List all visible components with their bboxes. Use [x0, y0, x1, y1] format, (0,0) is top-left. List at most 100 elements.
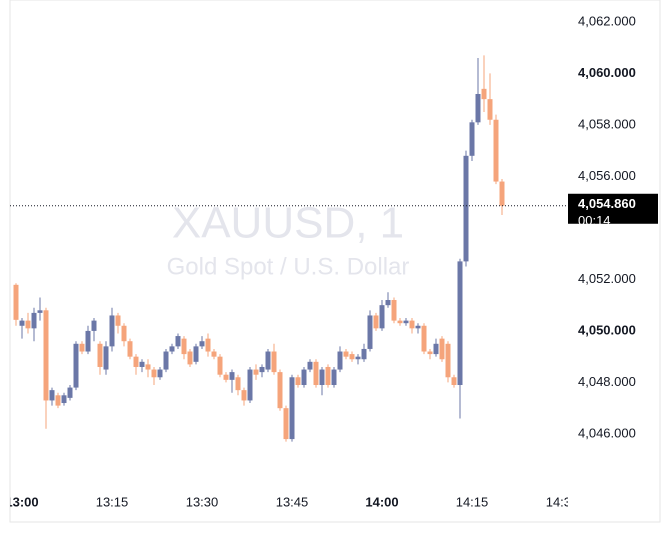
x-tick-label: 13:30 — [186, 494, 219, 509]
x-tick-label: 13:15 — [96, 494, 129, 509]
candle-body — [403, 320, 409, 324]
candle-body — [97, 343, 103, 367]
candle-body — [289, 377, 295, 440]
candle-body — [415, 325, 421, 329]
x-tick-label: 14:30 — [546, 494, 579, 509]
candle-body — [451, 377, 457, 385]
y-tick-label: 4,050.000 — [578, 322, 636, 337]
candle-body — [169, 346, 175, 352]
candle-body — [73, 343, 79, 388]
candle-body — [181, 338, 187, 355]
candle-body — [319, 369, 325, 385]
candle-body — [343, 351, 349, 357]
candle-body — [385, 300, 391, 306]
candle-body — [43, 310, 49, 401]
candle-body — [457, 261, 463, 385]
candle-body — [469, 122, 475, 156]
countdown-label: 00:14 — [578, 213, 611, 228]
candle-body — [235, 377, 241, 391]
y-tick-label: 4,052.000 — [578, 271, 636, 286]
candle-body — [31, 312, 37, 329]
candle-body — [103, 346, 109, 370]
candle-body — [379, 305, 385, 329]
candle-body — [115, 315, 121, 326]
candle-body — [463, 155, 469, 262]
candle-body — [325, 366, 331, 385]
candle-body — [277, 372, 283, 409]
candle-body — [283, 408, 289, 440]
candle-body — [37, 310, 43, 313]
y-tick-label: 4,056.000 — [578, 168, 636, 183]
candle-body — [439, 338, 445, 360]
candle-body — [337, 351, 343, 370]
candle-body — [55, 395, 61, 406]
candle-body — [49, 390, 55, 401]
candle-body — [253, 369, 259, 375]
candle-body — [445, 343, 451, 378]
candle-body — [499, 181, 505, 206]
candle-body — [25, 320, 31, 329]
x-tick-label: 13:00 — [5, 494, 38, 509]
y-tick-label: 4,046.000 — [578, 425, 636, 440]
y-tick-label: 4,058.000 — [578, 116, 636, 131]
candle-body — [481, 88, 487, 100]
x-tick-label: 13:45 — [276, 494, 309, 509]
candle-body — [175, 336, 181, 347]
y-tick-label: 4,062.000 — [578, 13, 636, 28]
candle-body — [91, 320, 97, 331]
candle-body — [205, 338, 211, 352]
y-tick-label: 4,048.000 — [578, 374, 636, 389]
candle-body — [85, 330, 91, 352]
candle-body — [19, 320, 25, 326]
candle-body — [247, 369, 253, 401]
candle-body — [163, 351, 169, 370]
candle-body — [433, 343, 439, 355]
candle-body — [133, 356, 139, 367]
candle-body — [67, 387, 73, 398]
candle-body — [109, 315, 115, 347]
candle-body — [313, 361, 319, 385]
price-label-box — [568, 193, 658, 224]
candle-body — [79, 343, 85, 352]
candle-body — [427, 351, 433, 355]
candle-body — [397, 320, 403, 324]
candle-body — [127, 341, 133, 357]
candle-body — [361, 348, 367, 360]
candle-body — [211, 351, 217, 357]
candle-body — [307, 361, 313, 370]
x-tick-label: 14:15 — [456, 494, 489, 509]
candle-body — [193, 346, 199, 362]
plot-area: 13:00 13:15 13:30 13:45 14:00 14:15 14:30 — [5, 55, 579, 509]
chart-frame — [9, 0, 661, 523]
candle-body — [295, 377, 301, 385]
candle-body — [145, 364, 151, 370]
candle-body — [139, 361, 145, 367]
candle-body — [373, 315, 379, 329]
candle-body — [349, 354, 355, 360]
candle-body — [355, 356, 361, 360]
candle-body — [487, 99, 493, 120]
candle-body — [259, 366, 265, 373]
candle-body — [61, 395, 67, 404]
candle-body — [157, 369, 163, 378]
candle-body — [409, 320, 415, 329]
candle-body — [121, 325, 127, 342]
watermark-title: XAUUSD, 1 — [172, 199, 404, 248]
axes: 4,046.000 4,048.000 4,050.000 4,052.000 4,05… — [578, 13, 636, 440]
candle-body — [367, 315, 373, 349]
candle-body — [271, 351, 277, 373]
candle-body — [301, 369, 307, 385]
y-tick-label: 4,060.000 — [578, 65, 636, 80]
candle-body — [229, 372, 235, 380]
candle-body — [199, 341, 205, 347]
candle-body — [391, 300, 397, 321]
candle-body — [223, 374, 229, 380]
candle-body — [241, 390, 247, 401]
candle-body — [13, 284, 19, 320]
candle-body — [331, 369, 337, 385]
candle-body — [217, 356, 223, 375]
watermark-subtitle: Gold Spot / U.S. Dollar — [167, 253, 410, 280]
candle-body — [187, 351, 193, 365]
x-tick-label: 14:00 — [365, 494, 398, 509]
